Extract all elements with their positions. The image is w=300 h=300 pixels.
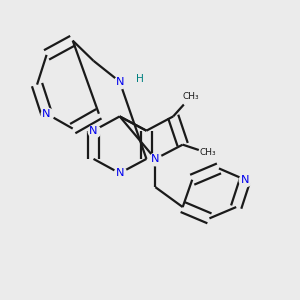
Text: H: H <box>136 74 144 84</box>
Text: N: N <box>116 76 124 87</box>
Text: N: N <box>42 109 51 119</box>
Text: N: N <box>151 154 160 164</box>
Text: CH₃: CH₃ <box>199 148 216 158</box>
Text: N: N <box>241 175 249 185</box>
Text: N: N <box>116 168 124 178</box>
Text: CH₃: CH₃ <box>183 92 199 101</box>
Text: N: N <box>89 126 98 136</box>
